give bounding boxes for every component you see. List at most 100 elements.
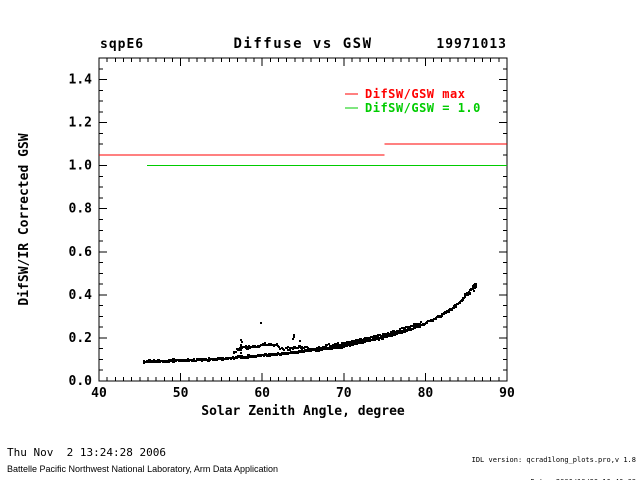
data-point xyxy=(293,336,295,338)
data-point xyxy=(406,330,408,332)
data-point xyxy=(474,287,476,289)
data-point xyxy=(208,357,210,359)
data-point xyxy=(414,325,416,327)
data-point xyxy=(470,288,472,290)
y-tick-label: 0.2 xyxy=(69,331,92,346)
data-point xyxy=(264,342,266,344)
data-point xyxy=(382,334,384,336)
facility-label: sqpE6 xyxy=(100,37,145,52)
y-tick-label: 0.6 xyxy=(69,245,93,260)
data-point xyxy=(420,321,422,323)
data-point xyxy=(406,326,408,328)
data-point xyxy=(393,330,395,332)
data-point xyxy=(304,346,306,348)
data-point xyxy=(276,343,278,345)
data-point xyxy=(329,345,331,347)
y-tick-label: 0.4 xyxy=(69,288,93,303)
x-tick-label: 80 xyxy=(418,386,434,401)
data-point xyxy=(407,328,409,330)
x-tick-label: 70 xyxy=(336,386,352,401)
data-point xyxy=(326,344,328,346)
data-point xyxy=(280,354,282,356)
data-point xyxy=(317,348,319,350)
data-point xyxy=(293,346,296,349)
data-point xyxy=(240,344,242,346)
data-point xyxy=(377,334,379,336)
data-point xyxy=(186,360,188,362)
data-point xyxy=(337,342,339,344)
x-tick-label: 40 xyxy=(91,386,107,401)
data-point xyxy=(263,344,265,346)
x-tick-label: 50 xyxy=(173,386,189,401)
data-point xyxy=(474,285,477,288)
data-point xyxy=(414,327,416,329)
data-point xyxy=(400,330,402,332)
data-point xyxy=(321,347,324,350)
data-point xyxy=(193,358,195,360)
data-point xyxy=(268,343,271,346)
data-point xyxy=(322,346,324,348)
data-point xyxy=(246,347,249,350)
data-point xyxy=(333,345,335,347)
data-point xyxy=(240,349,242,351)
data-point xyxy=(462,299,464,301)
data-point xyxy=(473,290,475,292)
data-point xyxy=(474,283,476,285)
data-point xyxy=(413,323,415,325)
x-tick-label: 90 xyxy=(499,386,515,401)
data-point xyxy=(233,351,235,353)
plot-title: Diffuse vs GSW xyxy=(233,36,373,52)
idl-date-text: Date: 2006/10/30 16:46:08 xyxy=(417,478,636,480)
legend-label: DifSW/GSW max xyxy=(365,87,465,101)
data-point xyxy=(292,338,294,340)
y-tick-label: 1.2 xyxy=(69,116,92,131)
timestamp-text: Thu Nov 2 13:24:28 2006 xyxy=(7,446,166,459)
data-point xyxy=(355,339,358,342)
data-point xyxy=(260,322,262,324)
data-point xyxy=(441,315,443,317)
data-point xyxy=(315,348,318,351)
data-point xyxy=(403,327,406,330)
data-point xyxy=(287,346,289,348)
data-point xyxy=(328,343,330,345)
data-point xyxy=(201,358,204,361)
data-point xyxy=(289,349,291,351)
data-point xyxy=(328,347,330,349)
data-point xyxy=(192,359,195,362)
data-point xyxy=(278,346,280,348)
data-point xyxy=(426,322,428,324)
data-point xyxy=(172,358,175,361)
data-point xyxy=(148,360,151,363)
data-point xyxy=(381,337,384,340)
data-point xyxy=(243,346,245,348)
data-point xyxy=(195,360,197,362)
data-point xyxy=(240,347,242,349)
data-point xyxy=(385,333,387,335)
x-tick-label: 60 xyxy=(254,386,270,401)
data-point xyxy=(432,320,434,322)
data-point xyxy=(241,341,243,343)
data-point xyxy=(299,340,301,342)
data-point xyxy=(340,344,342,346)
data-point xyxy=(360,339,363,342)
data-point xyxy=(398,330,400,332)
data-point xyxy=(240,339,242,341)
version-info-block: IDL version: qcrad1long_plots.pro,v 1.8 … xyxy=(417,443,636,480)
data-point xyxy=(318,346,320,348)
data-point xyxy=(468,292,471,295)
laboratory-text: Battelle Pacific Northwest National Labo… xyxy=(7,464,278,474)
data-point xyxy=(293,334,295,336)
data-point xyxy=(290,351,293,354)
data-point xyxy=(419,323,421,325)
data-point xyxy=(378,339,380,341)
data-point xyxy=(390,331,392,333)
legend-label: DifSW/GSW = 1.0 xyxy=(365,101,481,115)
data-point xyxy=(374,335,377,338)
data-point xyxy=(369,338,371,340)
data-point xyxy=(290,347,292,349)
idl-version-text: IDL version: qcrad1long_plots.pro,v 1.8 xyxy=(471,456,636,465)
y-tick-label: 0.8 xyxy=(69,202,93,217)
y-tick-label: 1.4 xyxy=(69,73,93,88)
y-tick-label: 0.0 xyxy=(69,374,93,389)
